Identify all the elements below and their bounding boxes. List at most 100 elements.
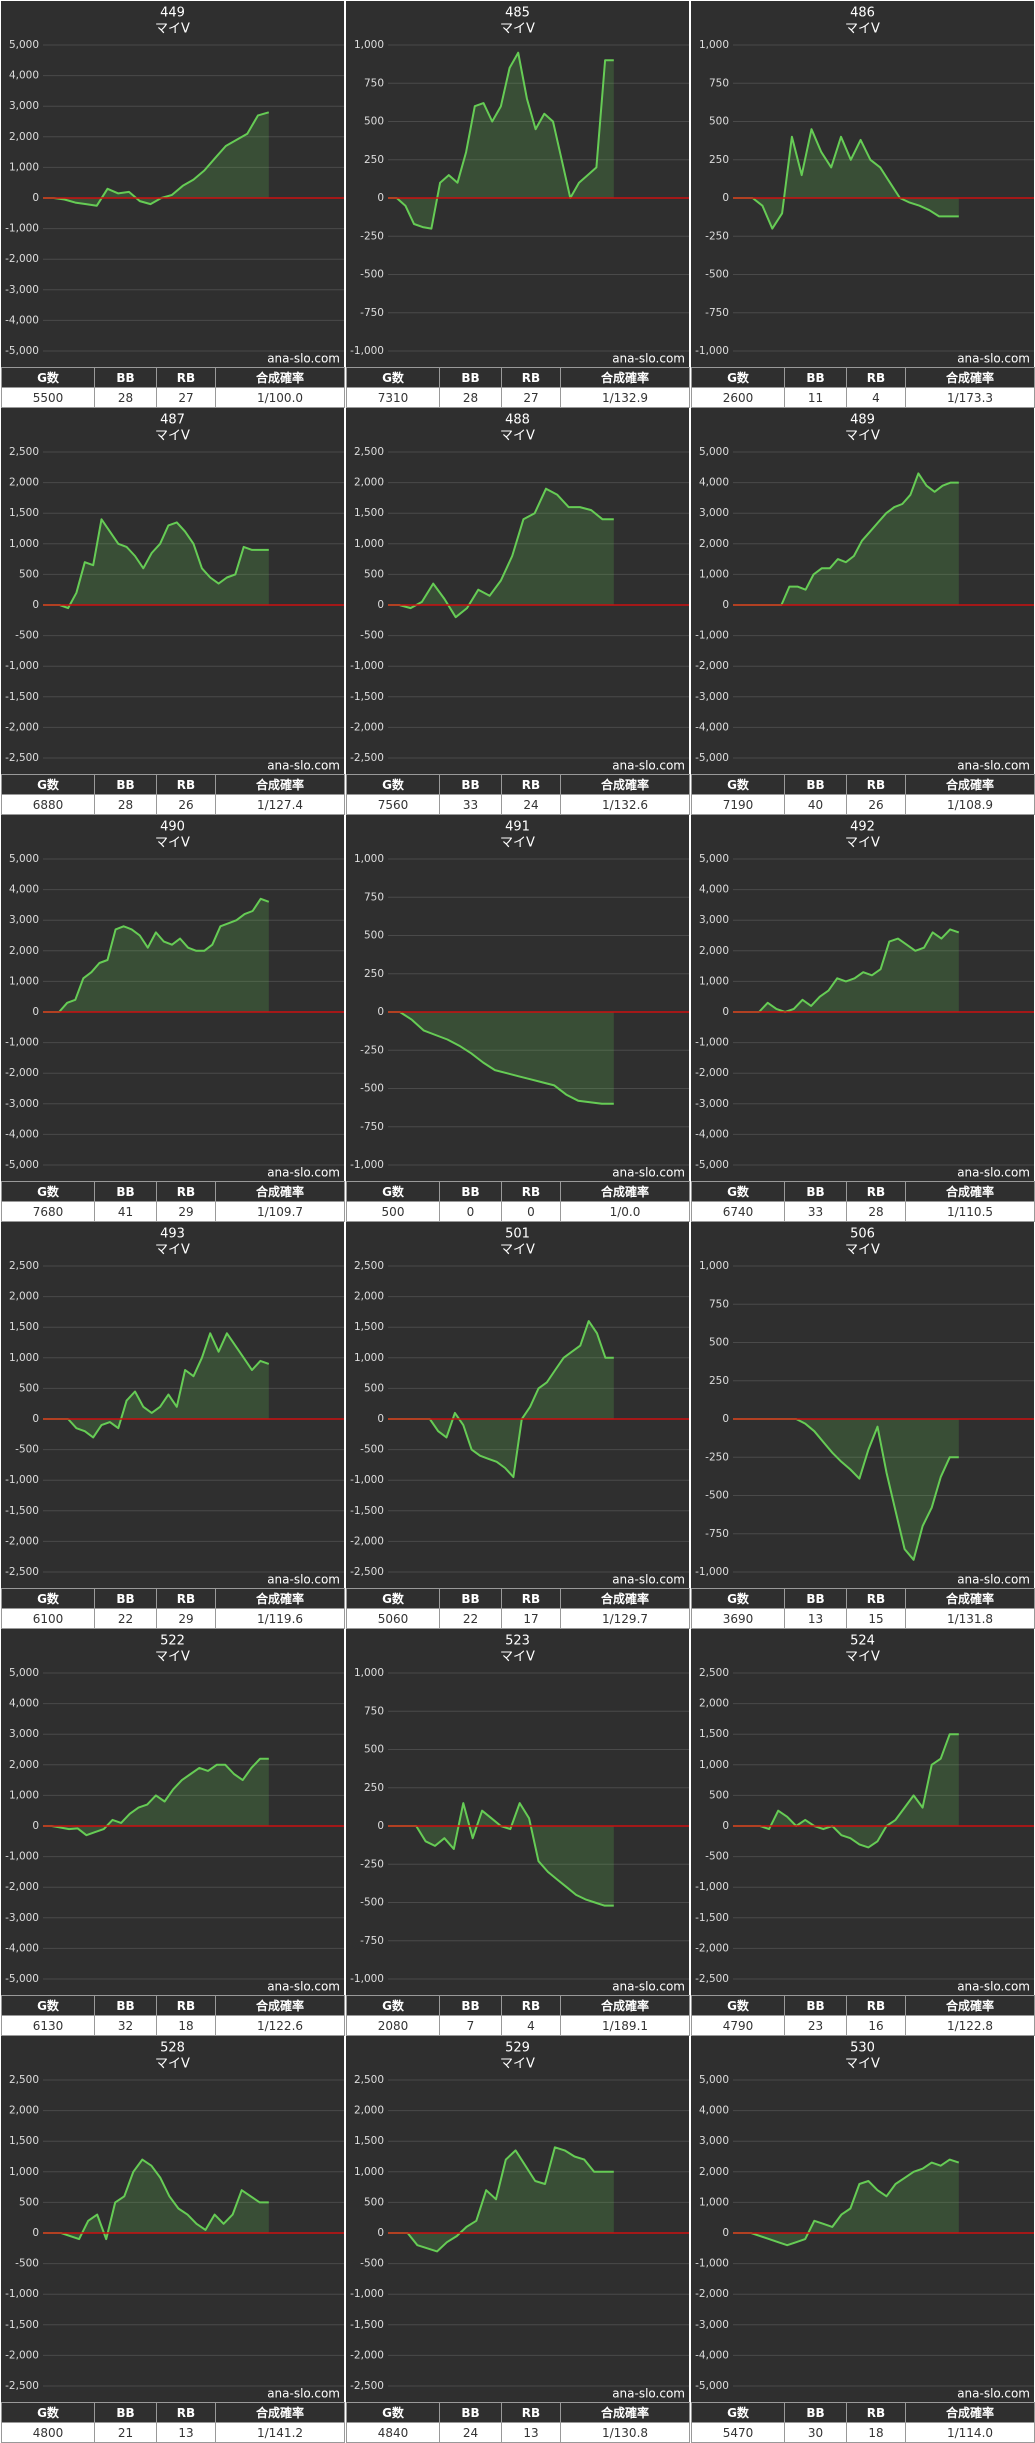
- y-tick-label: -1,000: [350, 1159, 384, 1171]
- column-header: RB: [156, 367, 216, 388]
- y-tick-label: 1,000: [9, 1789, 39, 1801]
- y-tick-label: -5,000: [5, 1973, 39, 1985]
- y-tick-label: -5,000: [5, 345, 39, 357]
- chart-panel: 2,500 2,000 1,500 1,000 500 0 -500 -1,000 -1,500…: [1, 408, 345, 815]
- stat-value: 27: [501, 387, 561, 408]
- chart: 2,500 2,000 1,500 1,000 500 0 -500 -1,000 -1,500…: [695, 1634, 1034, 1994]
- y-tick-label: -5,000: [695, 752, 729, 764]
- y-tick-label: 0: [32, 2227, 39, 2239]
- area: [733, 473, 959, 605]
- y-tick-label: 1,500: [9, 507, 39, 519]
- area: [388, 52, 614, 229]
- stat-value: 28: [94, 794, 157, 815]
- chart: 2,500 2,000 1,500 1,000 500 0 -500 -1,000 -1,500…: [350, 2041, 689, 2401]
- value-row: 7310 28 27 1/132.9: [346, 387, 690, 408]
- value-row: 7190 40 26 1/108.9: [691, 794, 1035, 815]
- column-header: G数: [1, 1588, 95, 1609]
- chart-title: 487: [160, 413, 185, 428]
- y-tick-label: 500: [19, 2196, 39, 2208]
- y-tick-label: 1,000: [9, 975, 39, 987]
- y-tick-label: 2,000: [9, 945, 39, 957]
- y-tick-label: 2,000: [9, 1291, 39, 1303]
- y-tick-label: -4,000: [5, 314, 39, 326]
- y-tick-label: 1,000: [354, 39, 384, 51]
- header-row: G数 BB RB 合成確率: [346, 1588, 690, 1609]
- data-line: [43, 518, 269, 610]
- y-tick-label: 1,500: [9, 2135, 39, 2147]
- y-tick-label: 1,000: [699, 568, 729, 580]
- stat-value: 24: [501, 794, 561, 815]
- stats-table: G数 BB RB 合成確率 7310 28 27 1/132.9: [346, 367, 690, 408]
- header-row: G数 BB RB 合成確率: [346, 1181, 690, 1202]
- y-tick-label: -500: [360, 1897, 384, 1909]
- column-header: 合成確率: [215, 1181, 345, 1202]
- stat-value: 22: [94, 1608, 157, 1629]
- source-label: ana-slo.com: [612, 2387, 685, 2401]
- stats-table: G数 BB RB 合成確率 4840 24 13 1/130.8: [346, 2402, 690, 2443]
- stat-value: 500: [346, 1201, 440, 1222]
- y-tick-label: -750: [705, 1528, 729, 1540]
- y-tick-label: 4,000: [9, 884, 39, 896]
- chart-subtitle: マイV: [845, 2057, 880, 2072]
- y-tick-label: 0: [377, 1820, 384, 1832]
- area: [733, 929, 959, 1012]
- source-label: ana-slo.com: [612, 1166, 685, 1180]
- area: [733, 1734, 959, 1848]
- y-tick-label: -1,000: [350, 1973, 384, 1985]
- stat-value: 6130: [1, 2015, 95, 2036]
- y-tick-label: -250: [705, 230, 729, 242]
- y-tick-label: -2,000: [695, 2288, 729, 2300]
- y-tick-label: 250: [709, 154, 729, 166]
- header-row: G数 BB RB 合成確率: [691, 774, 1035, 795]
- stats-table: G数 BB RB 合成確率 3690 13 15 1/131.8: [691, 1588, 1035, 1629]
- y-tick-label: 250: [364, 1782, 384, 1794]
- header-row: G数 BB RB 合成確率: [1, 1588, 345, 1609]
- header-row: G数 BB RB 合成確率: [346, 2402, 690, 2423]
- chart-title: 492: [850, 820, 875, 835]
- y-tick-label: 0: [377, 2227, 384, 2239]
- value-row: 6880 28 26 1/127.4: [1, 794, 345, 815]
- chart-subtitle: マイV: [155, 429, 190, 444]
- stats-table: G数 BB RB 合成確率 5500 28 27 1/100.0: [1, 367, 345, 408]
- chart-panel: 5,000 4,000 3,000 2,000 1,000 0 -1,000 -2,000 -3…: [1, 1, 345, 408]
- column-header: G数: [1, 1995, 95, 2016]
- chart-title: 493: [160, 1227, 185, 1242]
- y-tick-label: -500: [15, 630, 39, 642]
- area: [388, 1803, 614, 1906]
- y-tick-label: -2,500: [5, 1566, 39, 1578]
- y-tick-label: 2,000: [699, 2166, 729, 2178]
- data-line: [388, 51, 614, 230]
- y-tick-label: -1,000: [350, 2288, 384, 2300]
- stat-value: 4: [501, 2015, 561, 2036]
- source-label: ana-slo.com: [957, 352, 1030, 366]
- header-row: G数 BB RB 合成確率: [691, 367, 1035, 388]
- y-tick-label: 4,000: [9, 70, 39, 82]
- y-tick-label: 2,000: [699, 1698, 729, 1710]
- stat-value: 17: [501, 1608, 561, 1629]
- stat-value: 1/131.8: [905, 1608, 1035, 1629]
- header-row: G数 BB RB 合成確率: [1, 1181, 345, 1202]
- column-header: BB: [94, 1995, 157, 2016]
- stat-value: 7560: [346, 794, 440, 815]
- stats-table: G数 BB RB 合成確率 4790 23 16 1/122.8: [691, 1995, 1035, 2036]
- column-header: BB: [439, 2402, 502, 2423]
- data-line: [43, 2158, 269, 2241]
- y-tick-label: 1,000: [699, 39, 729, 51]
- y-tick-label: 3,000: [9, 914, 39, 926]
- source-label: ana-slo.com: [612, 352, 685, 366]
- chart-title: 486: [850, 6, 875, 21]
- chart-subtitle: マイV: [500, 1243, 535, 1258]
- stat-value: 29: [156, 1608, 216, 1629]
- y-tick-label: 500: [709, 1337, 729, 1349]
- chart-panel: 5,000 4,000 3,000 2,000 1,000 0 -1,000 -2,000 -3…: [691, 815, 1035, 1222]
- y-tick-label: 0: [377, 1413, 384, 1425]
- y-tick-label: -2,500: [5, 752, 39, 764]
- column-header: RB: [846, 1181, 906, 1202]
- y-tick-label: 0: [377, 599, 384, 611]
- stats-table: G数 BB RB 合成確率 5470 30 18 1/114.0: [691, 2402, 1035, 2443]
- column-header: 合成確率: [215, 1995, 345, 2016]
- column-header: G数: [691, 1181, 785, 1202]
